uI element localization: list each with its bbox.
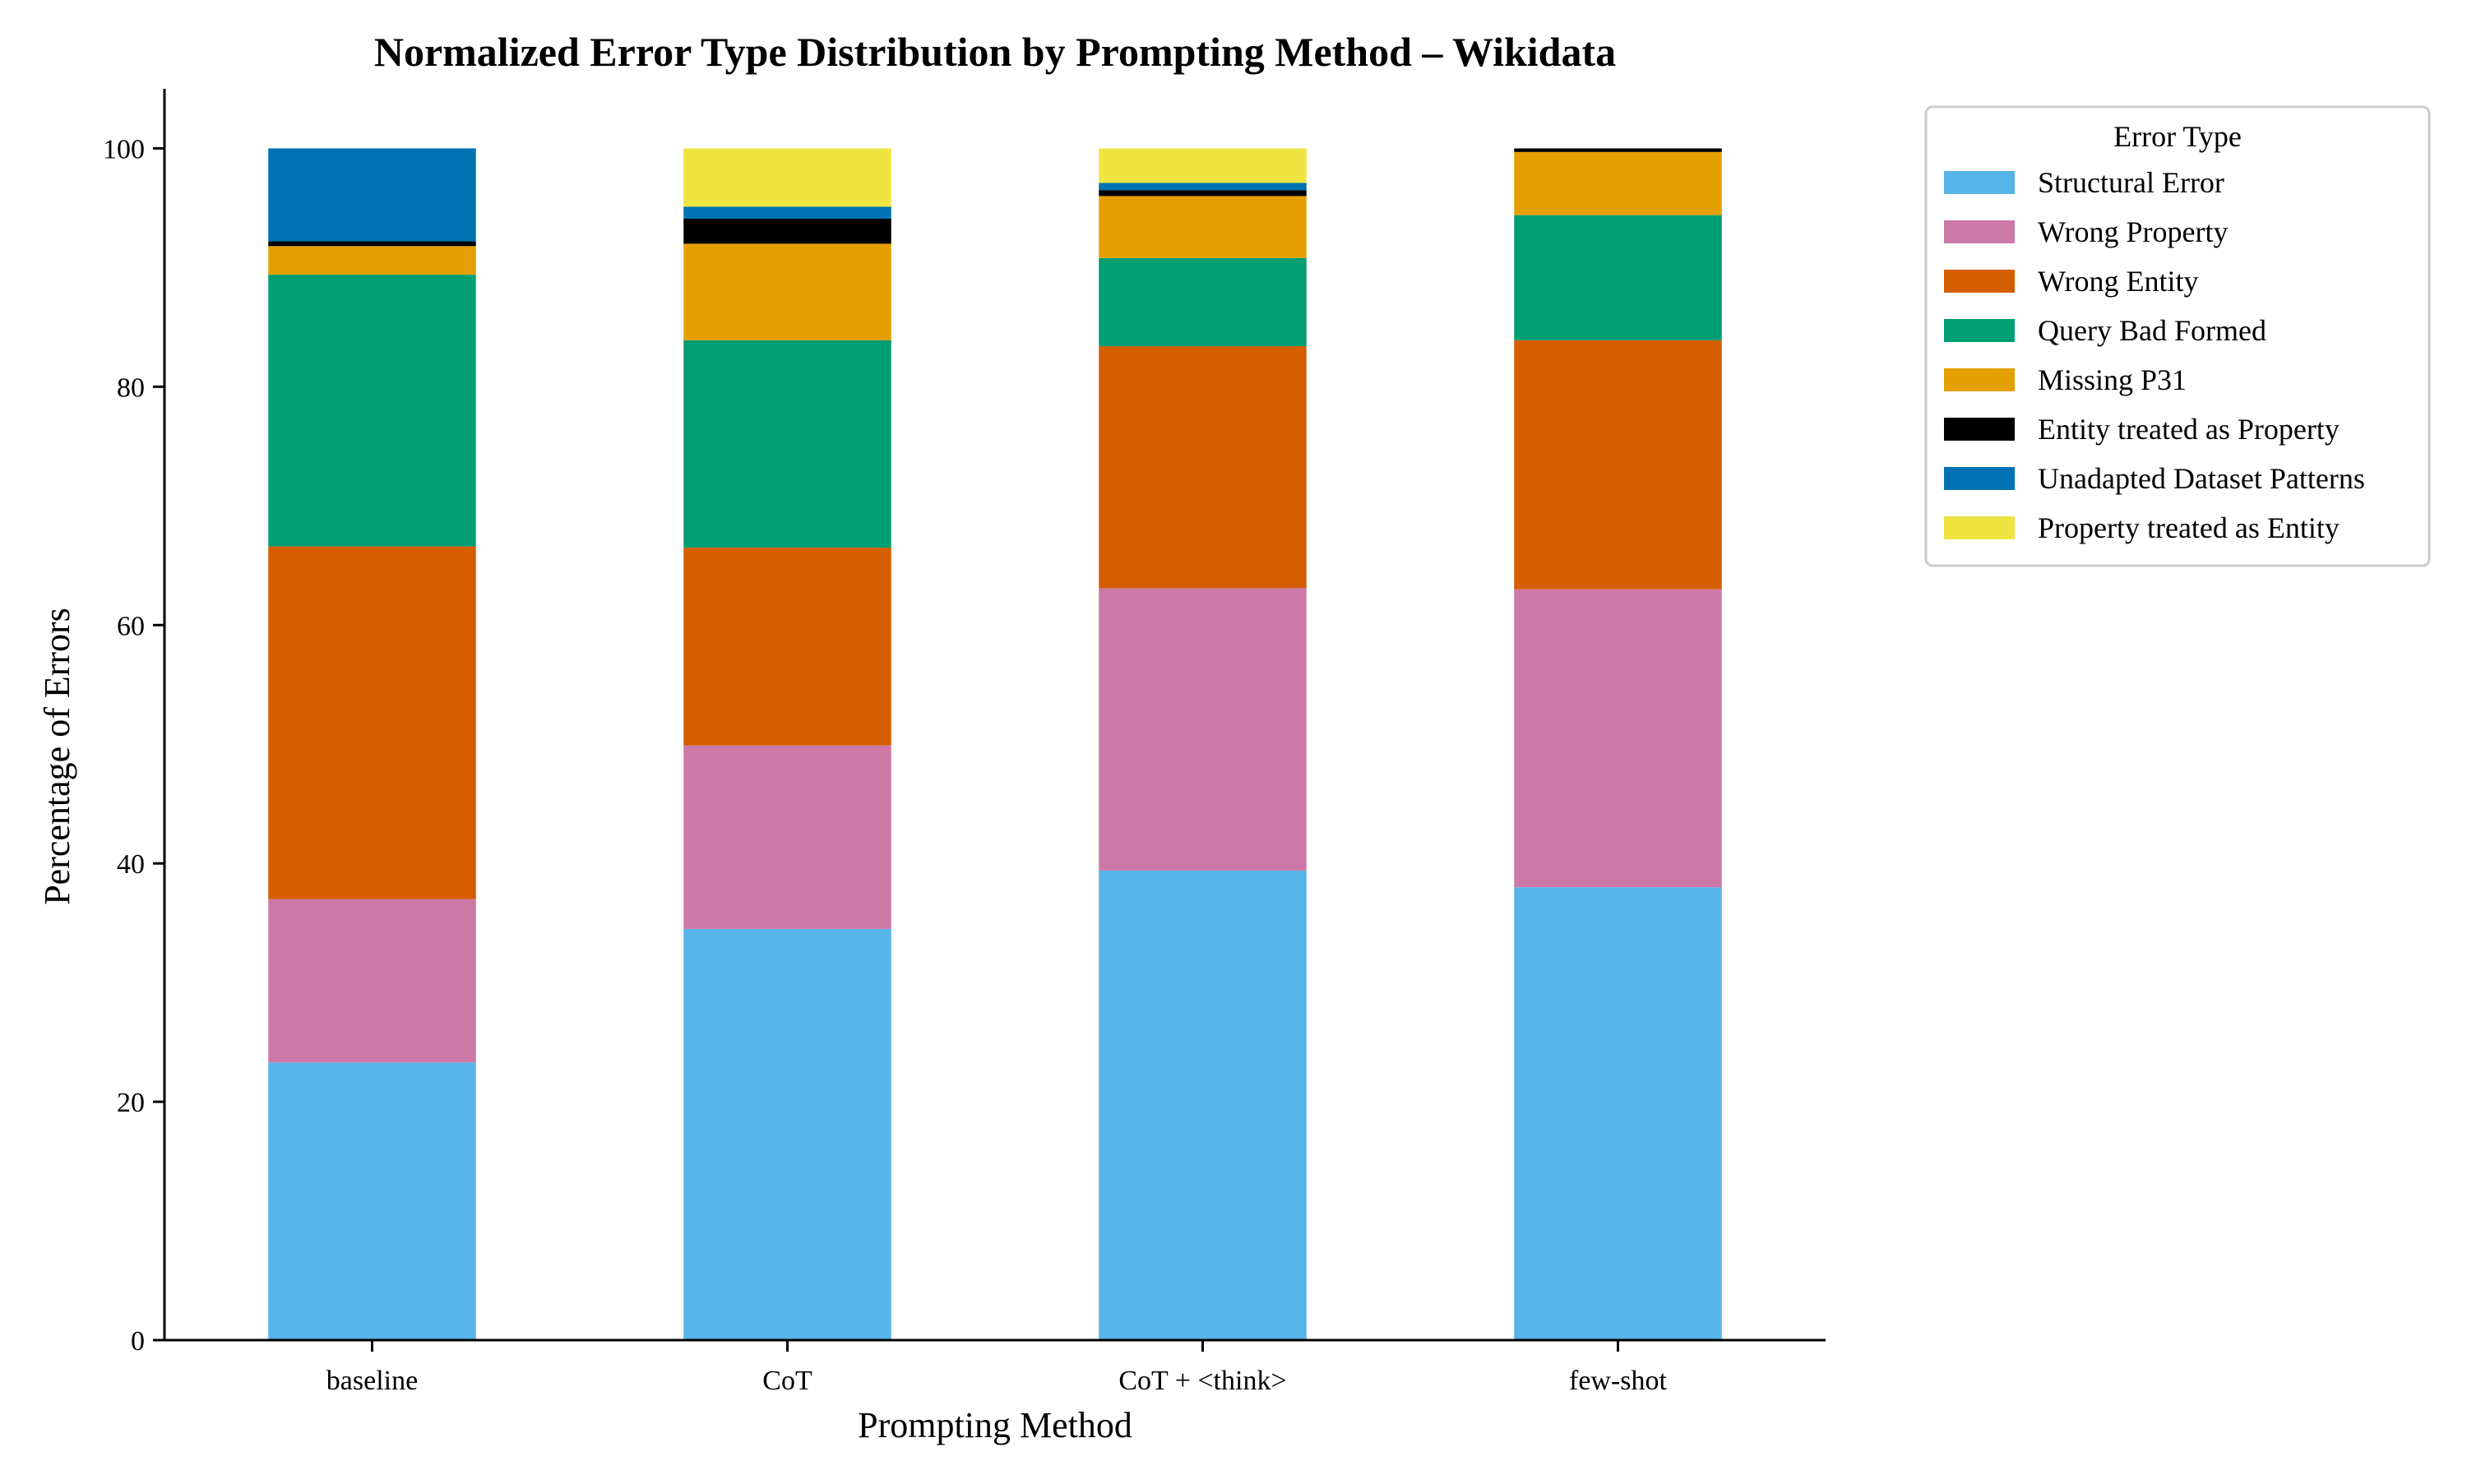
legend-swatch-4 [1944,368,2015,391]
legend-label-4: Missing P31 [2038,363,2187,396]
bar-segment-0-1 [268,899,476,1063]
bars-layer [268,148,1722,1340]
legend-label-2: Wrong Entity [2038,265,2199,298]
y-tick-label-0: 0 [131,1326,145,1357]
legend-label-6: Unadapted Dataset Patterns [2038,462,2365,495]
bar-segment-2-0 [1099,870,1307,1340]
bar-segment-2-4 [1099,196,1307,258]
bar-segment-3-1 [1514,589,1722,888]
bar-segment-1-6 [683,206,891,219]
bar-segment-1-7 [683,148,891,207]
legend-swatch-1 [1944,220,2015,243]
legend-swatch-6 [1944,467,2015,490]
legend-label-1: Wrong Property [2038,215,2229,248]
bar-segment-2-6 [1099,183,1307,191]
bar-segment-3-2 [1514,340,1722,589]
bar-segment-0-5 [268,241,476,247]
bar-segment-3-3 [1514,215,1722,340]
bar-segment-0-2 [268,546,476,899]
legend-swatch-7 [1944,516,2015,539]
legend-label-7: Property treated as Entity [2038,511,2340,544]
legend-title: Error Type [2113,120,2242,153]
y-tick-label-3: 60 [117,611,145,641]
y-tick-label-5: 100 [103,134,145,164]
legend-swatch-3 [1944,319,2015,342]
bar-segment-2-3 [1099,257,1307,347]
bar-segment-2-2 [1099,346,1307,589]
x-tick-label-1: CoT [762,1366,812,1396]
y-tick-label-4: 80 [117,372,145,403]
legend-swatch-2 [1944,270,2015,293]
y-tick-label-2: 40 [117,849,145,880]
bar-segment-1-3 [683,340,891,548]
bar-segment-3-0 [1514,887,1722,1340]
legend-label-0: Structural Error [2038,166,2224,199]
legend: Error Type Structural Error Wrong Property… [1924,105,2431,567]
legend-swatch-5 [1944,418,2015,441]
bar-segment-2-7 [1099,148,1307,183]
y-tick-label-1: 20 [117,1088,145,1118]
bar-segment-0-0 [268,1062,476,1340]
x-tick-label-2: CoT + <think> [1118,1366,1286,1396]
x-tick-label-0: baseline [326,1366,418,1396]
bar-segment-1-2 [683,548,891,746]
bar-segment-2-1 [1099,588,1307,871]
x-axis-label: Prompting Method [858,1405,1132,1445]
bar-segment-2-5 [1099,190,1307,196]
x-tick-label-3: few-shot [1569,1366,1668,1396]
legend-frame [1924,105,2431,567]
bar-segment-0-4 [268,246,476,275]
bar-segment-0-3 [268,275,476,547]
legend-swatch-0 [1944,171,2015,194]
chart-title: Normalized Error Type Distribution by Pr… [374,29,1616,75]
bar-segment-1-4 [683,243,891,340]
axes-layer: 0 20 40 60 80 100 baseline CoT CoT + <think> few-… [103,89,1826,1396]
y-axis-label: Percentage of Errors [37,608,77,905]
bar-segment-1-5 [683,218,891,244]
bar-segment-3-5 [1514,148,1722,152]
bar-segment-1-0 [683,928,891,1340]
bar-segment-1-1 [683,745,891,929]
legend-label-3: Query Bad Formed [2038,314,2266,347]
bar-segment-0-6 [268,148,476,242]
legend-label-5: Entity treated as Property [2038,413,2340,446]
bar-segment-3-4 [1514,151,1722,215]
